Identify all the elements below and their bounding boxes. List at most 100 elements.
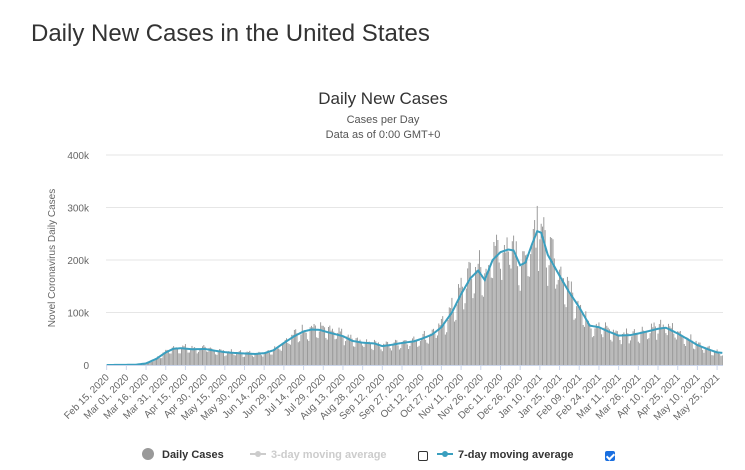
daily-case-bar (166, 349, 168, 365)
daily-case-bar (673, 333, 675, 365)
daily-case-bar (689, 341, 691, 365)
y-tick-label: 100k (67, 309, 90, 320)
daily-case-bar (591, 337, 593, 365)
daily-case-bar (406, 344, 408, 365)
daily-case-bar (694, 349, 696, 365)
daily-case-bar (670, 327, 672, 365)
daily-case-bar (244, 356, 245, 365)
daily-case-bar (451, 297, 453, 365)
daily-case-bar (703, 352, 705, 365)
legend-item-7day-average[interactable]: 7-day moving average (437, 449, 574, 461)
daily-case-bar (637, 341, 639, 365)
daily-case-bar (397, 345, 399, 365)
daily-case-bar (671, 323, 673, 365)
daily-case-bar (212, 350, 214, 365)
daily-case-bar (570, 281, 572, 365)
daily-case-bar (564, 304, 566, 365)
daily-case-bar (695, 340, 697, 365)
daily-case-bar (276, 346, 278, 365)
daily-case-bar (536, 205, 538, 365)
daily-case-bar (414, 339, 416, 365)
daily-case-bar (343, 345, 345, 365)
daily-case-bar (259, 352, 261, 365)
daily-case-bar (318, 331, 320, 365)
daily-case-bar (275, 348, 277, 365)
daily-case-bar (303, 331, 305, 365)
daily-case-bar (631, 336, 633, 365)
daily-case-bar (547, 285, 549, 365)
daily-case-bar (207, 351, 209, 365)
daily-case-bar (409, 345, 411, 365)
daily-case-bar (619, 340, 621, 365)
daily-case-bar (232, 352, 234, 365)
daily-case-bar (364, 343, 366, 365)
daily-case-bar (597, 327, 599, 365)
daily-case-bar (215, 354, 217, 365)
daily-case-bar (341, 328, 343, 365)
daily-case-bar (293, 329, 295, 365)
daily-case-bar (494, 245, 496, 365)
daily-case-bar (698, 342, 700, 365)
y-axis-title: Novel Coronavirus Daily Cases (47, 189, 58, 327)
daily-case-bar (580, 304, 582, 365)
daily-case-bar (328, 326, 329, 365)
daily-case-bar (594, 328, 596, 365)
chart-subtitle: Cases per Day (347, 114, 420, 126)
daily-case-bar (669, 326, 671, 365)
daily-case-bar (334, 339, 336, 365)
daily-case-bar (513, 235, 515, 365)
daily-case-bar (702, 349, 704, 365)
daily-case-bar (706, 348, 708, 365)
daily-case-bar (261, 355, 263, 365)
daily-case-bar (584, 326, 585, 365)
daily-case-bar (514, 255, 516, 365)
daily-case-bar (288, 343, 290, 365)
daily-case-bar (435, 337, 437, 365)
daily-case-bar (457, 284, 459, 365)
daily-case-bar (657, 333, 659, 365)
avg3-toggle-checkbox[interactable] (418, 451, 428, 461)
daily-case-bar (309, 327, 311, 365)
daily-case-bar (326, 339, 328, 365)
daily-case-bar (519, 290, 521, 365)
daily-case-bar (544, 230, 546, 365)
daily-case-bar (322, 325, 324, 365)
daily-case-bar (255, 353, 257, 365)
daily-case-bar (715, 351, 717, 365)
avg7-toggle-checkbox[interactable] (605, 451, 615, 461)
daily-case-bar (654, 326, 656, 365)
daily-case-bar (405, 340, 407, 365)
daily-case-bar (356, 337, 358, 365)
daily-cases-bars (107, 205, 723, 365)
daily-case-bar (224, 356, 226, 365)
daily-case-bar (678, 331, 680, 365)
daily-case-bar (707, 346, 709, 365)
grid-lines (106, 154, 723, 313)
daily-case-bar (216, 354, 218, 365)
daily-case-bar (463, 309, 465, 365)
daily-case-bar (345, 341, 347, 365)
daily-case-bar (192, 347, 194, 365)
daily-case-bar (426, 342, 428, 365)
daily-case-bar (711, 355, 713, 365)
daily-case-bar (347, 334, 349, 365)
daily-case-bar (350, 334, 352, 365)
legend-avg7-label: 7-day moving average (458, 449, 574, 461)
daily-case-bar (480, 267, 482, 365)
daily-case-bar (262, 356, 264, 365)
daily-case-bar (471, 278, 473, 365)
daily-case-bar (236, 352, 238, 365)
daily-case-bar (713, 351, 715, 365)
daily-case-bar (510, 268, 512, 365)
daily-case-bar (581, 310, 583, 365)
daily-case-bar (299, 341, 301, 365)
daily-case-bar (632, 331, 634, 365)
daily-case-bar (497, 240, 499, 365)
daily-case-bar (653, 322, 655, 365)
daily-case-bar (616, 331, 618, 365)
legend-item-3day-average[interactable]: 3-day moving average (250, 449, 387, 461)
daily-case-bar (602, 337, 604, 365)
daily-case-bar (203, 345, 205, 365)
legend-item-daily-cases[interactable]: Daily Cases (142, 448, 224, 461)
